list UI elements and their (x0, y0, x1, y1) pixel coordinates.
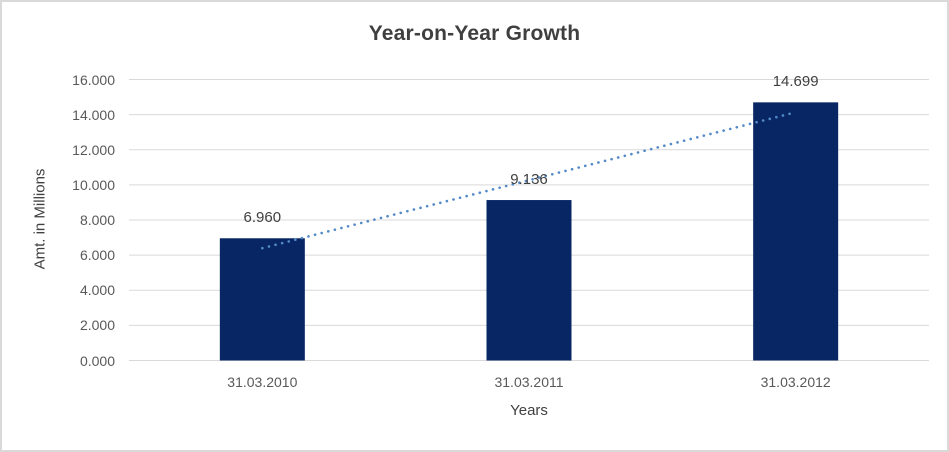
y-tick-label: 16.000 (72, 71, 115, 88)
y-tick-label: 2.000 (79, 317, 115, 334)
x-tick-label: 31.03.2010 (227, 374, 298, 390)
data-label: 14.699 (772, 73, 819, 91)
x-axis-title: Years (510, 402, 548, 419)
bar-31.03.2012 (753, 102, 839, 361)
x-tick-label: 31.03.2011 (494, 374, 564, 390)
y-tick-label: 8.000 (79, 212, 115, 228)
y-tick-label: 14.000 (72, 106, 115, 123)
bar-31.03.2011 (486, 200, 572, 361)
y-tick-label: 4.000 (79, 282, 115, 299)
y-tick-label: 6.000 (79, 247, 115, 264)
y-tick-label: 12.000 (72, 141, 115, 158)
x-tick-label: 31.03.2012 (760, 374, 831, 390)
data-label: 9.136 (510, 171, 548, 189)
chart-title: Year-on-Year Growth (368, 22, 581, 45)
data-label: 6.960 (243, 209, 282, 227)
y-tick-label: 10.000 (72, 176, 115, 193)
bar-31.03.2010 (219, 238, 305, 361)
y-tick-label: 0.000 (79, 352, 115, 369)
